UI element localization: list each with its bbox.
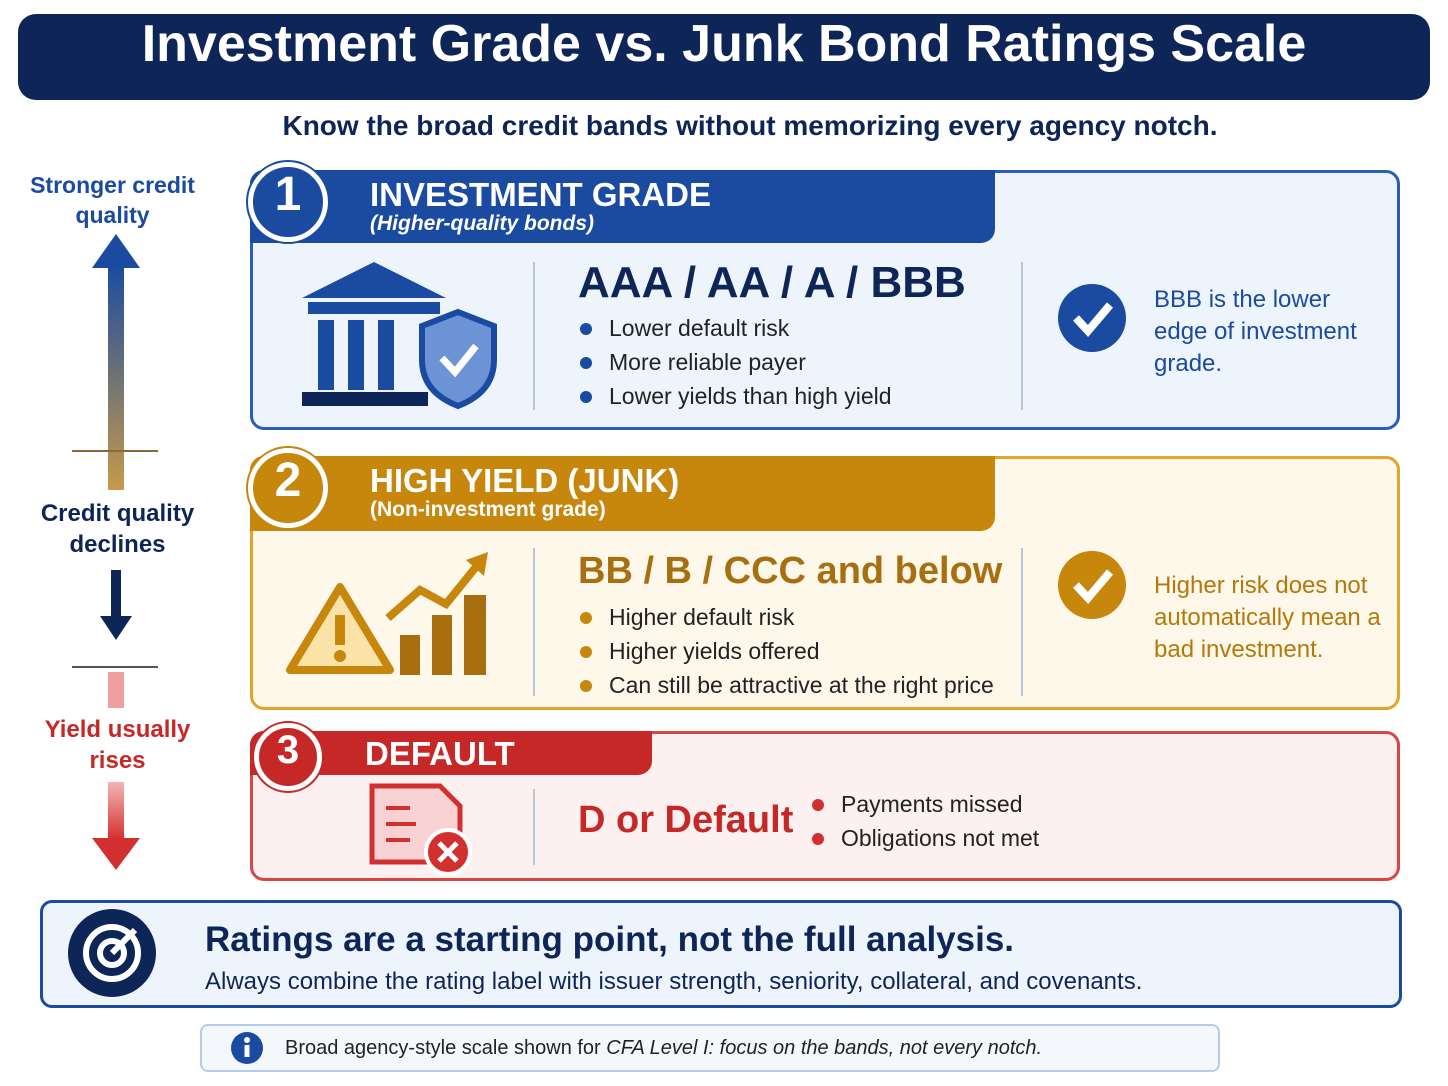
divider — [1021, 262, 1023, 410]
summary-title: Ratings are a starting point, not the fu… — [205, 920, 1015, 959]
title-bar — [18, 14, 1430, 100]
title: Investment Grade vs. Junk Bond Ratings S… — [141, 15, 1307, 73]
document-icon — [369, 783, 472, 876]
bullet-dot — [580, 612, 592, 624]
band-title: DEFAULT — [365, 735, 515, 772]
bullet-text: Lower default risk — [609, 315, 790, 341]
ratings: D or Default — [578, 799, 794, 841]
arrow-shaft — [108, 672, 124, 708]
arrow-shaft — [108, 265, 124, 490]
divider — [533, 789, 535, 865]
bullet-dot — [812, 799, 824, 811]
side-label: Yield usually rises — [44, 716, 191, 774]
check-icon — [1058, 551, 1126, 619]
bullet-dot — [580, 323, 592, 335]
arrow-shaft — [111, 570, 121, 618]
summary-text: Always combine the rating label with iss… — [205, 968, 1143, 995]
bullet-dot — [580, 646, 592, 658]
divider — [533, 262, 535, 410]
bullet-text: Higher yields offered — [609, 638, 820, 664]
band-title: HIGH YIELD (JUNK) — [370, 462, 680, 499]
info-icon — [231, 1032, 263, 1064]
footnote-text: Broad agency-style scale shown for — [285, 1037, 601, 1059]
band-number: 1 — [248, 162, 328, 242]
check-icon — [1058, 284, 1126, 352]
arrow-head — [92, 234, 140, 268]
side-label: Credit quality declines — [40, 500, 195, 558]
footnote-box — [200, 1024, 1220, 1072]
divider — [1021, 548, 1023, 696]
bullet-text: Payments missed — [841, 791, 1023, 817]
band-subtitle: (Higher-quality bonds) — [370, 212, 594, 235]
ratings: BB / B / CCC and below — [578, 550, 1003, 592]
arrow-head — [100, 616, 132, 640]
arrow-shaft — [108, 782, 124, 840]
band-number: 3 — [254, 723, 322, 791]
bullet-dot — [812, 833, 824, 845]
bullet-text: More reliable payer — [609, 349, 806, 375]
bullet-dot — [580, 391, 592, 403]
bank-icon — [302, 262, 497, 410]
band-title: INVESTMENT GRADE — [370, 176, 712, 213]
band-tab — [250, 456, 995, 531]
bullet-text: Can still be attractive at the right pri… — [609, 672, 994, 698]
band-number: 2 — [248, 448, 328, 528]
bullet-dot — [580, 680, 592, 692]
band-subtitle: (Non-investment grade) — [370, 498, 606, 521]
arrow-head — [92, 838, 140, 870]
summary-box — [40, 900, 1402, 1008]
band-note: Higher risk does not automatically mean … — [1154, 572, 1381, 663]
bullet-text: Higher default risk — [609, 604, 795, 630]
bullet-text: Obligations not met — [841, 825, 1040, 851]
bullet-text: Lower yields than high yield — [609, 383, 892, 409]
footnote-emphasis: CFA Level I: focus on the bands, not eve… — [606, 1037, 1043, 1059]
ratings: AAA / AA / A / BBB — [578, 258, 966, 307]
footnote: Broad agency-style scale shown for CFA L… — [285, 1037, 1042, 1060]
subtitle: Know the broad credit bands without memo… — [282, 110, 1218, 141]
band-tab — [250, 170, 995, 243]
side-label: Stronger credit quality — [30, 172, 195, 228]
band-note: BBB is the lower edge of investment grad… — [1154, 286, 1357, 377]
target-icon — [68, 909, 156, 997]
bullet-dot — [580, 357, 592, 369]
divider — [533, 548, 535, 696]
warning-chart-icon — [286, 552, 488, 675]
